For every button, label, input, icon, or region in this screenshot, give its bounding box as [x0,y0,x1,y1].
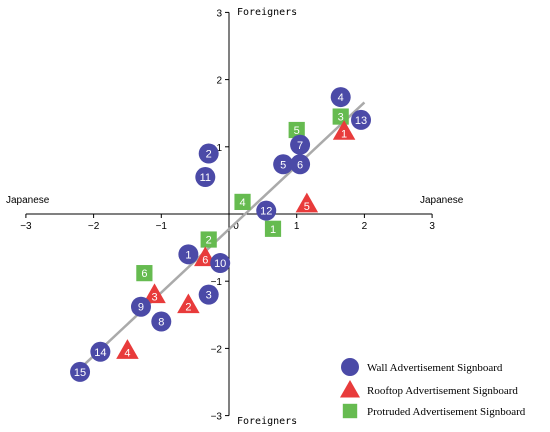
wall-signboard-point [330,87,351,108]
wall-signboard-point [151,311,172,332]
legend-circle-swatch [341,358,359,376]
point-label: 6 [297,159,303,171]
legend-label: Rooftop Advertisement Signboard [367,385,518,397]
point-label: 2 [185,302,191,314]
point-label: 11 [200,172,211,184]
point-label: 1 [341,128,347,140]
y-bottom-label: Foreigners [237,416,297,427]
y-top-label: Foreigners [237,7,297,18]
y-tick-label: −2 [211,344,223,355]
x-tick-label: −3 [20,221,32,232]
y-tick-label: 3 [216,8,222,19]
point-label: 2 [206,149,212,161]
point-label: 3 [151,292,157,304]
legend-label: Wall Advertisement Signboard [367,362,503,374]
point-label: 1 [185,249,191,261]
point-label: 5 [280,159,286,171]
protruded-signboard-point [136,265,153,282]
y-tick-label: 1 [216,143,222,154]
wall-signboard-point [70,361,91,382]
legend-triangle-swatch [340,380,360,398]
x-tick-label: 0 [233,221,239,232]
legend-label: Protruded Advertisement Signboard [367,406,526,418]
x-tick-label: −1 [156,221,168,232]
point-label: 5 [294,125,300,137]
wall-signboard-point [195,167,216,188]
protruded-signboard-point [332,108,349,125]
protruded-signboard-point [288,121,305,139]
point-label: 4 [239,197,245,209]
wall-signboard-point [198,143,219,164]
point-label: 9 [138,302,144,314]
y-tick-label: −1 [211,277,223,288]
rooftop-signboard-point [295,192,319,213]
wall-signboard-point [198,284,219,305]
point-label: 10 [214,258,226,270]
protruded-signboard-point [234,193,251,211]
point-label: 15 [74,367,86,379]
rooftop-signboard-point [143,283,166,304]
point-label: 3 [206,290,212,302]
trend-line [79,101,366,370]
point-label: 4 [124,347,130,359]
rooftop-signboard-point [177,293,200,314]
point-label: 8 [158,317,164,329]
y-tick-label: −3 [211,412,223,423]
point-label: 6 [141,268,147,280]
x-tick-label: 2 [362,221,368,232]
point-label: 2 [206,235,212,247]
x-tick-label: −2 [88,221,100,232]
point-label: 4 [338,92,344,104]
legend-square-swatch [342,403,358,419]
protruded-signboard-point [200,231,217,248]
legend: Wall Advertisement Signboard Rooftop Adve… [340,358,526,419]
wall-signboard-point [210,253,231,274]
wall-signboard-point [351,109,372,130]
x-left-label: Japanese [6,195,50,206]
point-label: 12 [260,206,272,218]
wall-signboard-point [290,134,311,155]
x-tick-label: 1 [294,221,300,232]
x-tick-label: 3 [429,221,435,232]
point-label: 7 [297,140,303,152]
rooftop-signboard-point [116,339,139,359]
rooftop-signboard-point [332,120,356,140]
x-right-label: Japanese [420,195,464,206]
point-label: 3 [338,112,344,124]
y-tick-label: 2 [216,76,222,87]
wall-signboard-point [290,154,311,175]
point-label: 6 [202,255,208,267]
point-label: 1 [270,224,276,236]
wall-signboard-point [90,341,111,362]
point-label: 14 [94,347,106,359]
wall-signboard-point [273,154,294,175]
wall-signboard-point [256,200,277,221]
wall-signboard-point [130,296,151,317]
wall-signboard-point [178,244,199,265]
protruded-signboard-point [264,220,282,237]
point-label: 5 [304,201,310,213]
point-label: 13 [355,115,367,127]
